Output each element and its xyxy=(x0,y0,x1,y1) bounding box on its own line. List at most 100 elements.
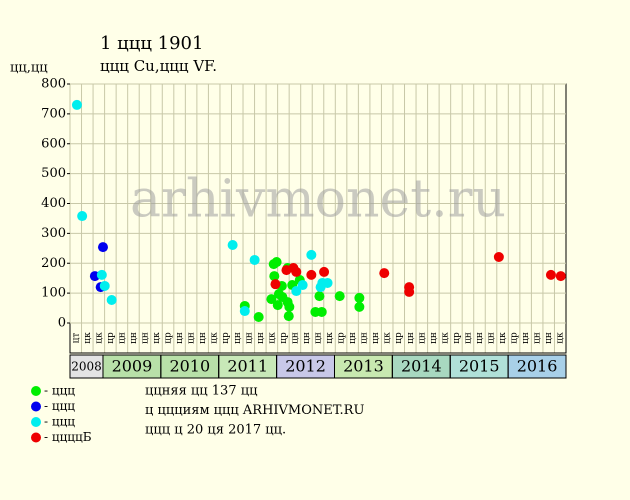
y-tick-label: 300 xyxy=(41,226,66,241)
column-label: цн xyxy=(175,332,185,344)
point xyxy=(249,254,260,265)
legend-swatch xyxy=(31,432,41,443)
year-label: 2015 xyxy=(459,357,500,376)
year-label: 2013 xyxy=(343,357,384,376)
column-label: цр xyxy=(337,332,347,344)
point xyxy=(319,266,330,277)
point xyxy=(97,242,108,253)
year-label: 2010 xyxy=(169,357,210,376)
legend-label: - ццц xyxy=(44,415,75,429)
chart-subtitle: ццц Cu,ццц VF. xyxy=(100,57,217,75)
column-label: цр xyxy=(164,332,174,344)
point xyxy=(77,211,88,222)
point xyxy=(270,279,281,290)
legend-swatch xyxy=(31,386,41,396)
column-label: цн xyxy=(360,332,370,344)
note: ц ццциям ццц ARHIVMONET.RU xyxy=(145,403,364,418)
column-label: цн xyxy=(521,332,531,344)
legend-label: - ццццБ xyxy=(44,430,92,444)
year-label: 2014 xyxy=(401,357,442,376)
column-label: цк xyxy=(440,332,450,344)
y-tick-label: 800 xyxy=(41,77,66,92)
column-label: цр xyxy=(279,332,289,344)
point xyxy=(283,311,294,322)
column-label: цн xyxy=(463,332,473,344)
watermark: arhivmonet.ru xyxy=(130,170,506,230)
column-label: цн xyxy=(371,332,381,344)
point xyxy=(266,294,277,305)
column-label: цн xyxy=(429,332,439,344)
column-label: цк xyxy=(325,332,335,344)
year-label: 2012 xyxy=(285,357,326,376)
column-label: цн xyxy=(140,332,150,344)
column-label: цр xyxy=(510,332,520,344)
point xyxy=(334,291,345,302)
column-label: цн xyxy=(533,332,543,344)
year-label: 2016 xyxy=(517,357,558,376)
point xyxy=(269,271,280,282)
point xyxy=(354,301,365,312)
column-label: цк xyxy=(83,332,93,344)
point xyxy=(291,286,302,297)
column-label: цн xyxy=(290,332,300,344)
column-label: цт xyxy=(71,333,81,344)
chart-title: 1 ццц 1901 xyxy=(100,33,203,54)
column-label: цн xyxy=(244,332,254,344)
point xyxy=(271,257,282,268)
column-label: цн xyxy=(544,332,554,344)
y-tick-label: 500 xyxy=(41,166,66,181)
y-tick-label: 100 xyxy=(41,286,66,301)
legend-label: - ццц xyxy=(44,399,75,413)
y-tick-label: 600 xyxy=(41,136,66,151)
column-label: цр xyxy=(394,332,404,344)
point xyxy=(272,300,283,311)
point xyxy=(555,271,566,282)
point xyxy=(253,312,264,323)
column-label: цр xyxy=(106,332,116,344)
y-tick-label: 700 xyxy=(41,106,66,121)
y-tick-label: 200 xyxy=(41,256,66,271)
point xyxy=(99,280,110,291)
point xyxy=(545,269,556,280)
point xyxy=(306,249,317,260)
point xyxy=(322,277,333,288)
column-label: цр xyxy=(221,332,231,344)
point xyxy=(239,306,250,317)
column-label: цк xyxy=(383,332,393,344)
column-label: цн xyxy=(406,332,416,344)
column-label: цк xyxy=(267,332,277,344)
column-label: цн xyxy=(198,332,208,344)
legend-label: - ццц xyxy=(44,384,75,398)
column-label: цк xyxy=(556,332,566,344)
point xyxy=(96,269,107,280)
legend-swatch xyxy=(31,401,41,412)
column-label: цк xyxy=(210,332,220,344)
year-label: 2011 xyxy=(227,357,268,376)
note: ццняя цц 137 цц xyxy=(145,384,257,399)
column-label: цн xyxy=(417,332,427,344)
column-label: цк xyxy=(94,332,104,344)
point xyxy=(354,292,365,303)
point xyxy=(306,269,317,280)
point xyxy=(493,251,504,262)
year-label: 2008 xyxy=(71,360,102,374)
y-axis-label: цц,цц xyxy=(10,61,48,76)
column-label: цн xyxy=(302,332,312,344)
column-label: цн xyxy=(117,332,127,344)
y-tick-label: 400 xyxy=(41,196,66,211)
point xyxy=(314,291,325,302)
column-label: цн xyxy=(475,332,485,344)
column-label: цн xyxy=(314,332,324,344)
column-label: цн xyxy=(256,332,266,344)
point xyxy=(316,306,327,317)
column-label: цн xyxy=(187,332,197,344)
point xyxy=(291,266,302,277)
point xyxy=(379,268,390,279)
column-label: цн xyxy=(233,332,243,344)
column-label: цн xyxy=(348,332,358,344)
year-label: 2009 xyxy=(112,357,153,376)
column-label: цк xyxy=(152,332,162,344)
note: ццц ц 20 ця 2017 цц. xyxy=(145,423,286,438)
column-label: цн xyxy=(487,332,497,344)
